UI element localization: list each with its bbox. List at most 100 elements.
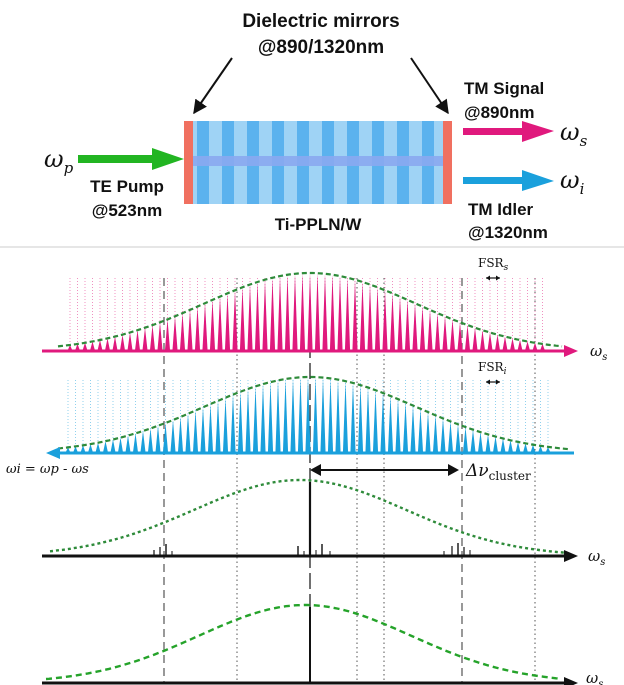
idler-fsr-label: FSRi — [478, 360, 507, 377]
signal-peak — [487, 332, 493, 351]
crystal-label: Ti-PPLN/W — [275, 215, 363, 234]
signal-peak — [157, 322, 163, 351]
signal-arrow — [463, 121, 554, 142]
idler-peak — [395, 399, 401, 453]
signal-peak — [149, 325, 156, 351]
signal-peak — [299, 273, 306, 351]
left-mirror — [184, 121, 193, 204]
signal-peak — [419, 306, 426, 351]
idler-peak — [237, 391, 244, 453]
signal-peak — [442, 316, 448, 351]
idler-peak — [387, 396, 394, 453]
cluster-envelope — [49, 478, 567, 554]
idler-peak — [507, 440, 514, 453]
idler-peak — [95, 442, 101, 453]
cluster-axis-label: ωs — [588, 547, 605, 568]
idler-fsr-marker — [486, 379, 500, 385]
signal-axis-label: ωs — [590, 342, 607, 363]
idler-peak — [177, 416, 184, 453]
signal-peak — [164, 319, 171, 351]
mirrors-label-line2: @890/1320nm — [258, 37, 384, 58]
idler-peak — [222, 397, 229, 453]
idler-peak — [87, 444, 94, 453]
idler-peak — [102, 441, 109, 453]
idler-peak — [252, 386, 259, 453]
idler-peak — [110, 439, 116, 453]
idler-peak — [260, 384, 266, 453]
idler-peak — [365, 387, 371, 453]
idler-peak — [267, 382, 274, 453]
idler-peak — [410, 405, 416, 453]
idler-peak — [432, 415, 439, 453]
signal-label-line1: TM Signal — [464, 79, 544, 98]
idler-peak — [275, 380, 281, 453]
cluster-axis-arrowhead — [564, 550, 578, 562]
signal-peak — [112, 336, 118, 351]
pump-label-line1: TE Pump — [90, 177, 164, 196]
signal-peak — [247, 284, 253, 351]
single-mode-axis-label: ωs — [586, 669, 603, 685]
signal-peak — [172, 316, 178, 351]
signal-axis-arrowhead — [564, 345, 578, 357]
signal-peak — [292, 273, 298, 351]
signal-peak — [494, 334, 501, 351]
ppln-crystal — [193, 121, 443, 204]
idler-peak — [80, 445, 86, 453]
signal-peak — [194, 306, 201, 351]
signal-peak — [464, 325, 471, 351]
energy-relation: ωi = ωp - ωs — [6, 462, 89, 477]
idler-peak — [545, 446, 551, 453]
signal-peak — [374, 287, 381, 351]
signal-peak — [97, 340, 103, 351]
mirror-arrow-right — [410, 57, 449, 115]
idler-peak — [537, 445, 544, 453]
idler-label-line2: @1320nm — [468, 223, 548, 242]
idler-peak — [342, 381, 349, 453]
signal-peak — [232, 290, 238, 351]
signal-peak — [337, 276, 343, 351]
idler-peak — [380, 393, 386, 453]
signal-peak — [329, 274, 336, 351]
idler-peak — [282, 379, 289, 453]
idler-label-line1: TM Idler — [468, 200, 534, 219]
signal-peak — [509, 338, 516, 351]
idler-peak — [515, 441, 521, 453]
idler-peak — [125, 435, 131, 453]
signal-peak — [382, 290, 388, 351]
idler-peak — [305, 377, 311, 453]
signal-peak — [389, 293, 396, 351]
signal-peak — [352, 279, 358, 351]
signal-peak — [449, 319, 456, 351]
signal-peak — [539, 343, 546, 351]
cluster-peaks — [153, 482, 471, 556]
signal-peak — [314, 273, 321, 351]
signal-peak — [457, 322, 463, 351]
signal-peak — [277, 276, 283, 351]
idler-peak — [312, 377, 319, 453]
single-mode-axis-arrowhead — [564, 677, 578, 685]
idler-peak — [350, 383, 356, 453]
signal-peak — [434, 313, 441, 351]
idler-peak — [530, 444, 536, 453]
signal-peak — [82, 342, 88, 351]
single-mode-envelope — [45, 603, 560, 681]
idler-peak — [425, 412, 431, 453]
idler-peak — [440, 418, 446, 453]
idler-peak — [462, 427, 469, 453]
signal-peak — [209, 299, 216, 351]
idler-peak — [200, 407, 206, 453]
signal-peak — [127, 332, 133, 351]
signal-peak — [254, 282, 261, 351]
idler-peak — [447, 421, 454, 453]
signal-peak — [104, 338, 111, 351]
mirror-arrow-left — [193, 57, 233, 115]
omega-s-label: ωs — [560, 118, 588, 150]
device-schematic: Dielectric mirrors @890/1320nm ωp TE Pum… — [44, 11, 588, 242]
signal-fsr-label: FSRs — [478, 256, 509, 273]
idler-peak — [230, 394, 236, 453]
idler-peak — [320, 377, 326, 453]
idler-peak — [372, 390, 379, 453]
signal-peak — [307, 273, 313, 351]
idler-peak — [485, 434, 491, 453]
